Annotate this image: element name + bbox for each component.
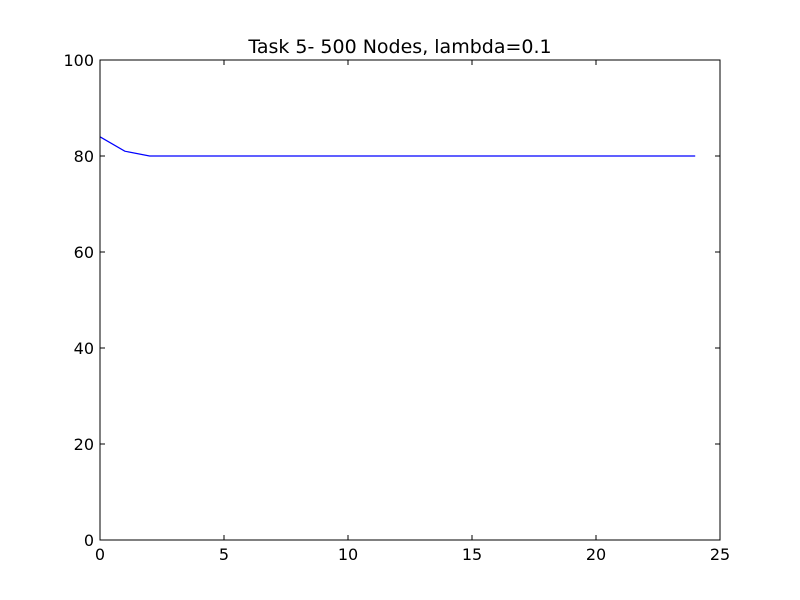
x-tick-label: 5 bbox=[219, 545, 229, 564]
axes-frame bbox=[99, 59, 721, 541]
plot-area: 0 5 10 15 20 25 0 20 40 60 80 100 bbox=[63, 51, 730, 564]
x-tick-label: 10 bbox=[338, 545, 358, 564]
x-tick-label: 0 bbox=[95, 545, 105, 564]
chart-title: Task 5- 500 Nodes, lambda=0.1 bbox=[247, 36, 551, 58]
series-line-0 bbox=[99, 136, 696, 157]
y-tick-label: 20 bbox=[74, 435, 94, 454]
y-tick-label: 0 bbox=[84, 531, 94, 550]
y-tick-label: 100 bbox=[63, 51, 94, 70]
x-tick-label: 25 bbox=[710, 545, 730, 564]
y-tick-label: 80 bbox=[74, 147, 94, 166]
y-tick-label: 40 bbox=[74, 339, 94, 358]
x-tick-label: 20 bbox=[586, 545, 606, 564]
y-tick-label: 60 bbox=[74, 243, 94, 262]
x-tick-label: 15 bbox=[462, 545, 482, 564]
